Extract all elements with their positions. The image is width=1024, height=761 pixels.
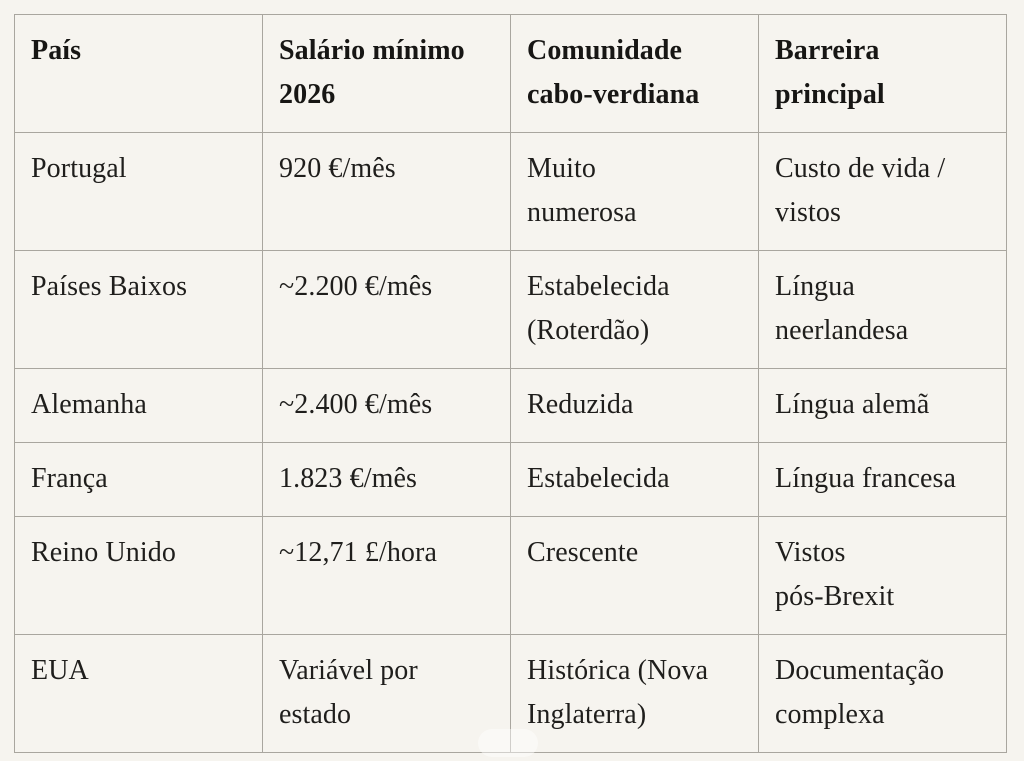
- country-comparison-table: País Salário mínimo 2026 Comunidade cabo…: [14, 14, 1007, 753]
- cell-barrier: Custo de vida / vistos: [758, 132, 1007, 251]
- cell-community: Estabelecida (Roterdão): [510, 250, 759, 369]
- cell-minimum-wage: 920 €/mês: [262, 132, 511, 251]
- column-header-community: Comunidade cabo-verdiana: [510, 14, 759, 133]
- cell-barrier: Língua alemã: [758, 368, 1007, 443]
- column-header-minimum-wage: Salário mínimo 2026: [262, 14, 511, 133]
- cell-community: Histórica (Nova Inglaterra): [510, 634, 759, 753]
- cell-minimum-wage: ~2.200 €/mês: [262, 250, 511, 369]
- table-row: França 1.823 €/mês Estabelecida Língua f…: [14, 442, 1007, 517]
- cell-barrier: Vistos pós-Brexit: [758, 516, 1007, 635]
- header-row: País Salário mínimo 2026 Comunidade cabo…: [14, 14, 1007, 133]
- cell-country: França: [14, 442, 263, 517]
- column-header-barrier: Barreira principal: [758, 14, 1007, 133]
- table-row: Portugal 920 €/mês Muito numerosa Custo …: [14, 132, 1007, 251]
- cell-country: EUA: [14, 634, 263, 753]
- cell-country: Portugal: [14, 132, 263, 251]
- table-row: Reino Unido ~12,71 £/hora Crescente Vist…: [14, 516, 1007, 635]
- cell-country: Reino Unido: [14, 516, 263, 635]
- cell-minimum-wage: ~2.400 €/mês: [262, 368, 511, 443]
- cell-barrier: Língua neerlandesa: [758, 250, 1007, 369]
- cell-country: Alemanha: [14, 368, 263, 443]
- cell-community: Estabelecida: [510, 442, 759, 517]
- cell-community: Crescente: [510, 516, 759, 635]
- table-body: Portugal 920 €/mês Muito numerosa Custo …: [14, 132, 1007, 753]
- cell-minimum-wage: ~12,71 £/hora: [262, 516, 511, 635]
- cell-minimum-wage: 1.823 €/mês: [262, 442, 511, 517]
- table-row: Alemanha ~2.400 €/mês Reduzida Língua al…: [14, 368, 1007, 443]
- cell-minimum-wage: Variável por estado: [262, 634, 511, 753]
- cell-barrier: Língua francesa: [758, 442, 1007, 517]
- table-header: País Salário mínimo 2026 Comunidade cabo…: [14, 14, 1007, 133]
- country-comparison-table-container: País Salário mínimo 2026 Comunidade cabo…: [14, 14, 1007, 753]
- table-row: Países Baixos ~2.200 €/mês Estabelecida …: [14, 250, 1007, 369]
- cell-country: Países Baixos: [14, 250, 263, 369]
- table-row: EUA Variável por estado Histórica (Nova …: [14, 634, 1007, 753]
- cell-barrier: Documentação complexa: [758, 634, 1007, 753]
- cell-community: Muito numerosa: [510, 132, 759, 251]
- column-header-country: País: [14, 14, 263, 133]
- cell-community: Reduzida: [510, 368, 759, 443]
